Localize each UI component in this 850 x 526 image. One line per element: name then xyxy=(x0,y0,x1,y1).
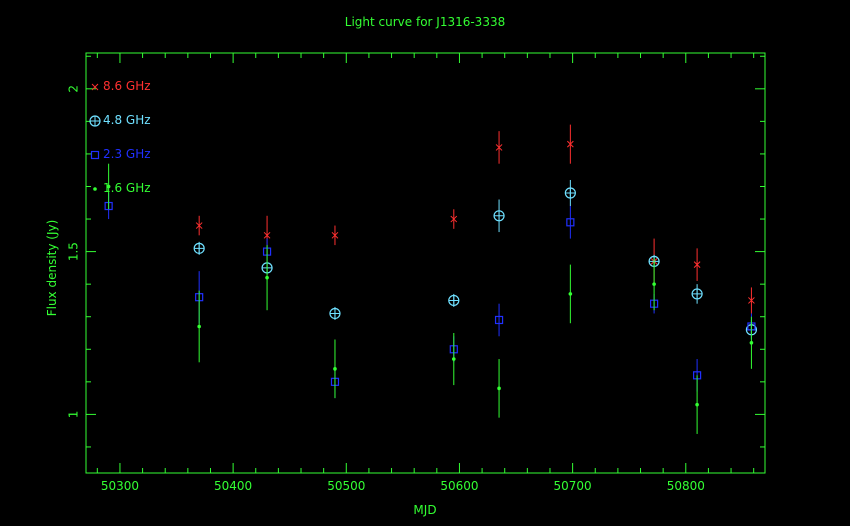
data-point xyxy=(749,340,754,345)
chart-title: Light curve for J1316-3338 xyxy=(345,15,505,29)
data-point xyxy=(263,231,271,239)
y-tick-label: 1 xyxy=(67,411,81,419)
marker-plus xyxy=(448,295,459,306)
marker-plus xyxy=(90,116,100,126)
legend-marker xyxy=(91,83,99,91)
x-tick-label: 50800 xyxy=(667,479,705,493)
data-point xyxy=(451,357,456,361)
data-point xyxy=(495,144,503,151)
data-point xyxy=(197,324,201,329)
series-8-6-ghz xyxy=(195,124,755,314)
legend-label: 4.8 GHz xyxy=(103,113,151,127)
marker-plus xyxy=(194,243,205,254)
series-1-6-ghz xyxy=(106,163,754,434)
x-tick-label: 50700 xyxy=(554,479,592,493)
legend-marker xyxy=(90,150,100,160)
data-point xyxy=(568,292,573,296)
data-point xyxy=(329,307,341,320)
marker-plus xyxy=(692,288,703,299)
legend: 8.6 GHz 4.8 GHz 2.3 GHz 1.6 GHz xyxy=(89,79,151,195)
data-marks xyxy=(104,124,758,434)
data-point xyxy=(748,297,755,304)
x-axis-label: MJD xyxy=(413,503,436,517)
data-point xyxy=(693,261,701,268)
data-point xyxy=(695,402,699,407)
data-point xyxy=(333,367,337,371)
marker-plus xyxy=(329,308,340,319)
data-point xyxy=(448,294,460,307)
x-axis: 50300 50400 50500 50600 50700 50800 xyxy=(96,53,755,493)
data-point xyxy=(106,184,111,189)
data-point xyxy=(193,242,205,254)
y-tick-label: 1.5 xyxy=(67,242,81,261)
data-point xyxy=(494,315,504,325)
plot-frame xyxy=(85,52,766,474)
data-point xyxy=(497,386,501,391)
legend-label: 2.3 GHz xyxy=(103,147,151,161)
data-point xyxy=(331,231,339,239)
plot-border xyxy=(85,52,766,474)
y-tick-label: 2 xyxy=(67,85,81,93)
x-tick-label: 50500 xyxy=(327,479,365,493)
x-tick-label: 50400 xyxy=(214,479,252,493)
data-point xyxy=(652,282,656,286)
series-2-3-ghz xyxy=(104,193,756,399)
x-tick-label: 50300 xyxy=(101,479,139,493)
legend-label: 1.6 GHz xyxy=(103,181,151,195)
data-point xyxy=(265,275,269,280)
data-point xyxy=(691,288,703,300)
x-tick-label: 50600 xyxy=(440,479,478,493)
data-point xyxy=(195,222,203,229)
data-point xyxy=(450,215,458,223)
data-point xyxy=(564,187,576,199)
y-axis-label: Flux density (Jy) xyxy=(45,220,59,317)
legend-marker xyxy=(93,187,97,191)
y-axis: 11.52 xyxy=(67,55,765,448)
data-point xyxy=(493,210,505,222)
marker-plus xyxy=(565,188,576,198)
data-point xyxy=(566,140,574,148)
legend-label: 8.6 GHz xyxy=(103,79,151,93)
series-4-8-ghz xyxy=(193,179,758,340)
data-point xyxy=(566,218,575,227)
marker-plus xyxy=(494,210,505,221)
legend-marker xyxy=(89,115,101,127)
